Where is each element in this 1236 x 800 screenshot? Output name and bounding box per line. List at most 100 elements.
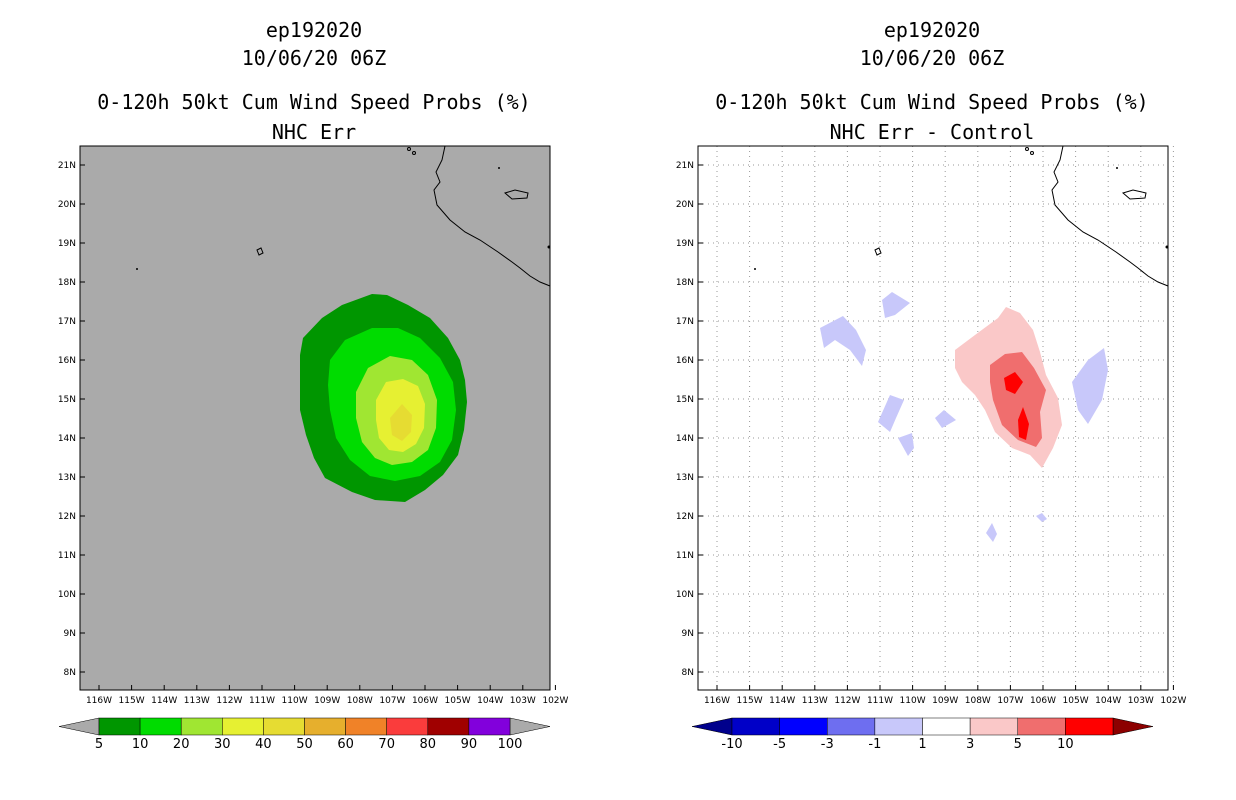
right-lat-label: 8N xyxy=(682,668,694,678)
left-axes: 21N 20N 19N 18N 17N 16N 15N 14N 13N 12N 11N 10N 9N 8N… xyxy=(58,161,569,706)
left-colorbar-swatch xyxy=(98,717,141,736)
left-lon-label: 113W xyxy=(184,696,210,706)
right-lon-label: 113W xyxy=(802,696,828,706)
right-lon-label: 103W xyxy=(1128,696,1154,706)
left-lat-label: 15N xyxy=(58,395,76,405)
right-island-e xyxy=(754,268,756,270)
left-lon-label: 108W xyxy=(347,696,373,706)
right-contour-minus1-d xyxy=(898,433,914,456)
right-axes: 21N 20N 19N 18N 17N 16N 15N 14N 13N 12N 11N 10N 9N 8N… xyxy=(676,161,1187,706)
right-colorbar-label: 5 xyxy=(1014,737,1022,752)
left-lat-label: 19N xyxy=(58,239,76,249)
left-colorbar-swatch xyxy=(180,717,223,736)
right-colorbar-swatch xyxy=(731,717,780,736)
right-contour-plus5-a xyxy=(1004,372,1023,394)
right-colorbar-swatch xyxy=(827,717,876,736)
right-lon-label: 102W xyxy=(1160,696,1186,706)
left-map: 21N 20N 19N 18N 17N 16N 15N 14N 13N 12N 11N 10N 9N 8N… xyxy=(58,145,569,706)
left-colorbar-over-arrow xyxy=(509,717,551,736)
right-colorbar-swatch xyxy=(922,717,971,736)
left-colorbar-swatch xyxy=(304,717,346,736)
right-lon-label: 116W xyxy=(704,696,730,706)
right-lon-label: 110W xyxy=(900,696,926,706)
left-title-line2: 10/06/20 06Z xyxy=(241,46,387,70)
left-lat-label: 13N xyxy=(58,473,76,483)
left-island-b xyxy=(256,247,264,256)
left-island-e xyxy=(136,268,138,270)
left-lon-label: 106W xyxy=(412,696,438,706)
right-lat-label: 21N xyxy=(676,161,694,171)
right-lat-label: 11N xyxy=(676,551,694,561)
right-island-b xyxy=(874,247,882,256)
left-lat-label: 18N xyxy=(58,278,76,288)
right-lon-label: 111W xyxy=(867,696,893,706)
right-lon-label: 112W xyxy=(834,696,860,706)
left-lon-label: 102W xyxy=(542,696,568,706)
left-colorbar-label: 60 xyxy=(337,737,354,752)
right-contour-minus1-c xyxy=(878,395,904,432)
left-lon-label: 109W xyxy=(314,696,340,706)
right-lon-label: 108W xyxy=(965,696,991,706)
left-colorbar-label: 40 xyxy=(255,737,272,752)
left-lon-label: 110W xyxy=(282,696,308,706)
left-colorbar-swatch xyxy=(345,717,387,736)
right-lat-label: 15N xyxy=(676,395,694,405)
right-lat-label: 19N xyxy=(676,239,694,249)
right-colorbar-label: -5 xyxy=(773,737,786,752)
left-colorbar-under-arrow xyxy=(58,717,100,736)
left-colorbar: 5 10 20 30 40 50 60 70 80 90 100 xyxy=(58,717,551,752)
right-island-f xyxy=(1116,167,1118,169)
left-colorbar-swatch xyxy=(222,717,264,736)
left-lat-label: 14N xyxy=(58,434,76,444)
left-lat-label: 21N xyxy=(58,161,76,171)
left-colorbar-swatch xyxy=(468,717,511,736)
left-lat-label: 9N xyxy=(64,629,76,639)
right-map-background xyxy=(698,146,1168,690)
right-colorbar-label: -1 xyxy=(868,737,881,752)
right-lon-label: 109W xyxy=(932,696,958,706)
right-colorbar-swatch xyxy=(969,717,1018,736)
left-colorbar-swatch xyxy=(386,717,429,736)
right-lat-label: 16N xyxy=(676,356,694,366)
left-lon-label: 111W xyxy=(249,696,275,706)
right-contour-plus5-b xyxy=(1018,407,1029,440)
right-lon-label: 115W xyxy=(737,696,763,706)
left-lat-label: 16N xyxy=(58,356,76,366)
right-coastline xyxy=(1051,145,1169,287)
left-colorbar-label: 5 xyxy=(95,737,103,752)
left-colorbar-label: 90 xyxy=(461,737,478,752)
left-island-c xyxy=(407,147,411,151)
right-colorbar-label: 10 xyxy=(1057,737,1074,752)
left-island-a xyxy=(503,189,529,200)
left-lat-label: 17N xyxy=(58,317,76,327)
right-lat-label: 13N xyxy=(676,473,694,483)
left-lon-label: 105W xyxy=(445,696,471,706)
left-lat-label: 11N xyxy=(58,551,76,561)
right-island-c xyxy=(1025,147,1029,151)
right-lon-label: 105W xyxy=(1063,696,1089,706)
left-colorbar-swatch xyxy=(139,717,182,736)
left-lat-label: 10N xyxy=(58,590,76,600)
right-contour-minus1-e xyxy=(935,410,956,428)
right-lat-label: 14N xyxy=(676,434,694,444)
left-lat-label: 20N xyxy=(58,200,76,210)
right-contour-minus1-f xyxy=(1072,348,1108,424)
right-map: 21N 20N 19N 18N 17N 16N 15N 14N 13N 12N 11N 10N 9N 8N… xyxy=(676,145,1187,706)
right-title-line3: 0-120h 50kt Cum Wind Speed Probs (%) xyxy=(715,90,1149,114)
left-title-line4: NHC Err xyxy=(271,120,357,144)
right-colorbar-label: -3 xyxy=(821,737,834,752)
right-contour-minus1-b xyxy=(882,292,910,318)
left-colorbar-label: 30 xyxy=(214,737,231,752)
left-lon-label: 115W xyxy=(119,696,145,706)
left-coastline xyxy=(433,145,551,287)
left-colorbar-label: 10 xyxy=(132,737,149,752)
right-island-d xyxy=(1030,151,1034,155)
left-map-frame xyxy=(79,145,551,691)
right-lon-label: 106W xyxy=(1030,696,1056,706)
right-colorbar-over-arrow xyxy=(1112,717,1154,736)
left-colorbar-label: 80 xyxy=(420,737,437,752)
left-lon-label: 116W xyxy=(86,696,112,706)
right-contour-plus3 xyxy=(990,352,1046,447)
right-lon-label: 114W xyxy=(769,696,795,706)
right-colorbar-under-arrow xyxy=(691,717,733,736)
